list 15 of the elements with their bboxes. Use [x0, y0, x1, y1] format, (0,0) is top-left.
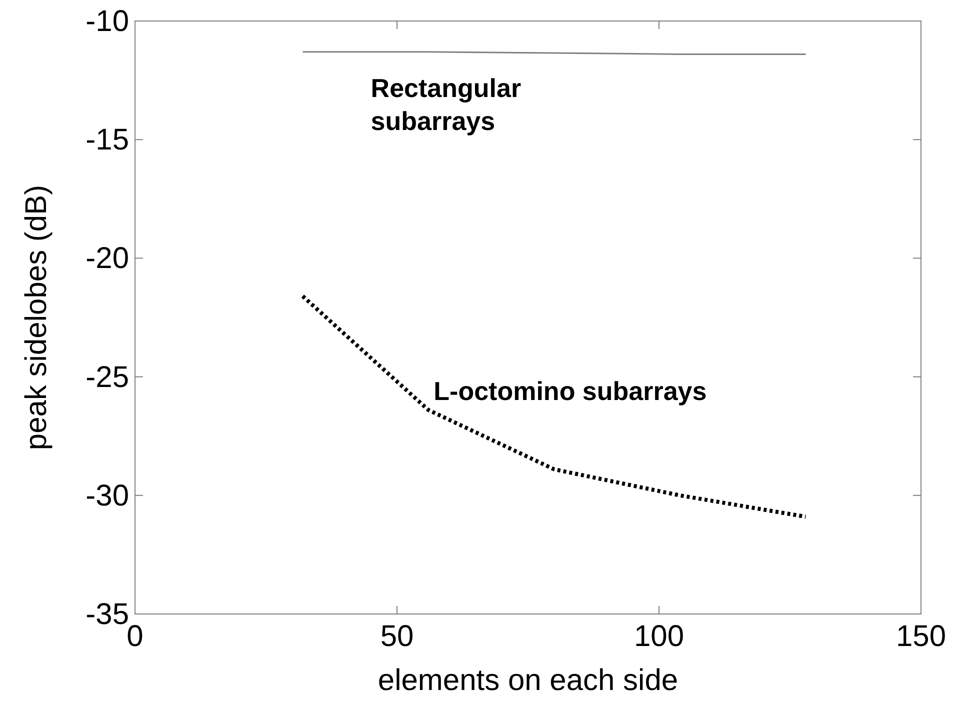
x-tick-label: 100 — [634, 620, 684, 653]
y-tick-label: -35 — [86, 598, 129, 631]
y-tick-label: -10 — [86, 5, 129, 38]
y-tick-label: -25 — [86, 360, 129, 394]
x-axis-title: elements on each side — [378, 664, 678, 697]
x-tick-label: 50 — [380, 620, 414, 653]
series-label: L-octomino subarrays — [434, 376, 707, 406]
x-tick-label: 0 — [126, 620, 144, 653]
x-tick-label: 150 — [896, 620, 946, 653]
series-label: Rectangular subarrays — [370, 72, 522, 136]
line-series — [300, 294, 808, 519]
y-tick-label: -15 — [86, 124, 129, 157]
y-tick-label: -30 — [86, 479, 129, 512]
y-axis-title: peak sidelobes (dB) — [20, 184, 53, 450]
y-tick-label: -20 — [86, 242, 129, 276]
